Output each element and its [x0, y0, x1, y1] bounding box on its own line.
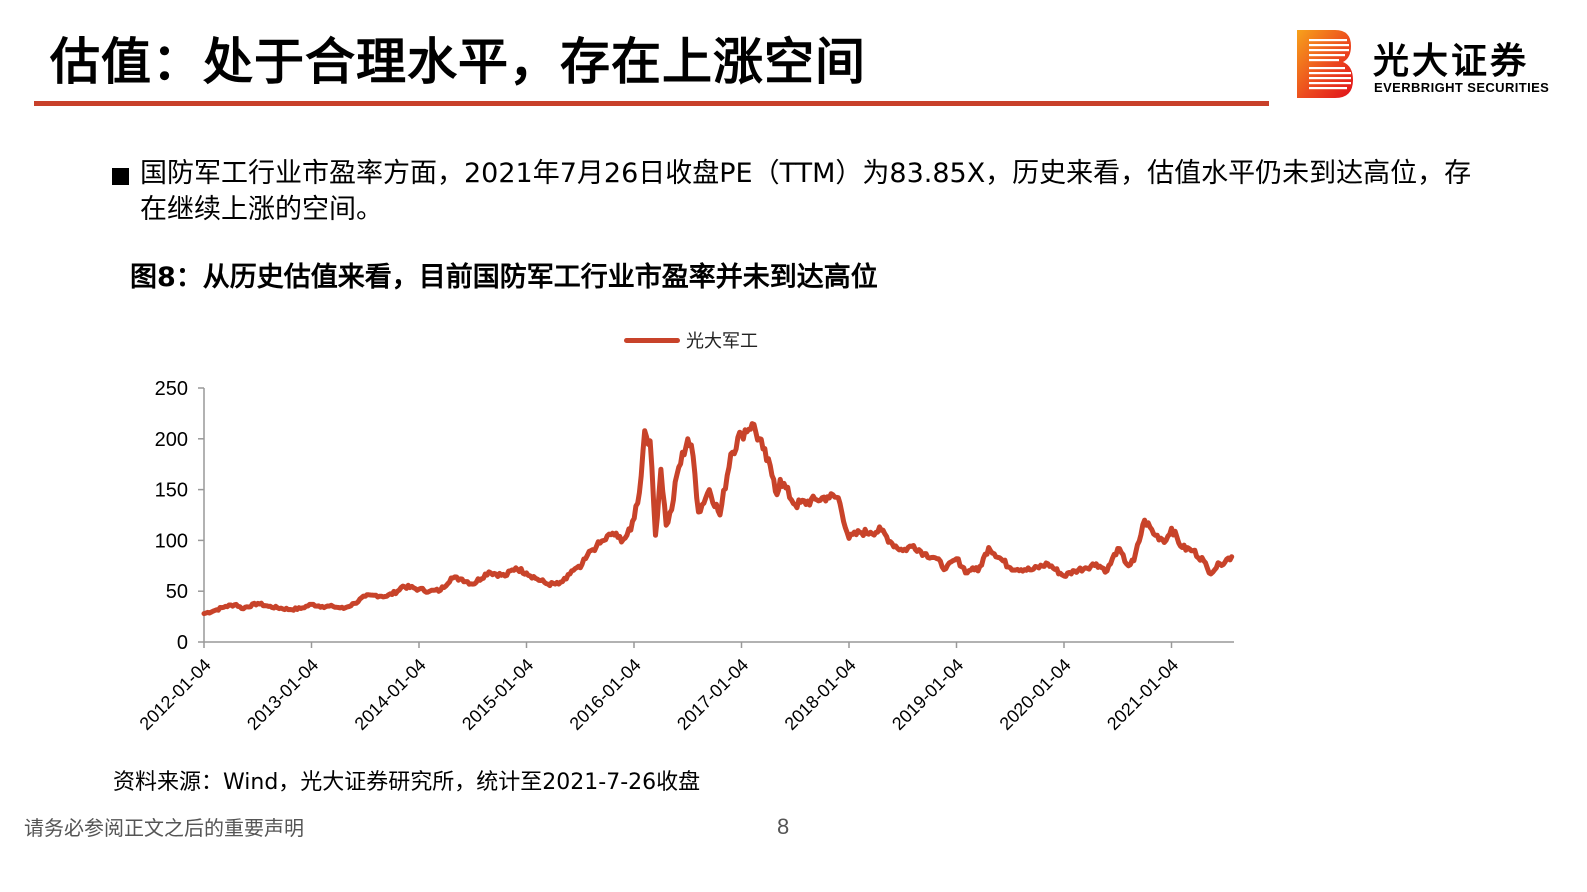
title-divider: [34, 101, 1269, 106]
x-axis-ticks: 2012-01-04 2013-01-04 2014-01-04 2015-01-04…: [136, 642, 1182, 734]
x-tick-label: 2021-01-04: [1103, 655, 1182, 734]
x-tick-label: 2020-01-04: [996, 655, 1075, 734]
logo-name-cn: 光大证券: [1373, 41, 1530, 82]
black-square-bullet-icon: [112, 168, 129, 185]
disclaimer-text: 请务必参阅正文之后的重要声明: [24, 816, 304, 840]
x-tick-label: 2014-01-04: [351, 655, 430, 734]
x-tick-label: 2019-01-04: [888, 655, 967, 734]
y-axis-ticks: 0 50 100 150 200 250: [155, 378, 204, 654]
chart-legend: 光大军工: [624, 327, 758, 353]
x-tick-label: 2012-01-04: [136, 655, 215, 734]
x-tick-label: 2015-01-04: [458, 655, 537, 734]
y-tick-label: 0: [177, 632, 188, 654]
y-tick-label: 250: [155, 378, 188, 400]
page-number: 8: [777, 814, 790, 839]
y-tick-label: 150: [155, 480, 188, 502]
chart-axes: [203, 388, 1234, 643]
y-tick-label: 100: [155, 530, 188, 552]
x-tick-label: 2013-01-04: [243, 655, 322, 734]
x-tick-label: 2017-01-04: [673, 655, 752, 734]
figure-title: 图8：从历史估值来看，目前国防军工行业市盈率并未到达高位: [130, 262, 878, 293]
legend-label: 光大军工: [686, 331, 758, 352]
logo-name-en: EVERBRIGHT SECURITIES: [1374, 80, 1550, 95]
everbright-logo: 光大证券 EVERBRIGHT SECURITIES: [1297, 30, 1582, 100]
everbright-b-logo-icon: [1297, 30, 1353, 98]
series-line-guangda-military: [201, 421, 1235, 617]
bullet-text: 国防军工行业市盈率方面，2021年7月26日收盘PE（TTM）为83.85X，历…: [140, 158, 1472, 225]
legend-line-swatch-icon: [624, 337, 680, 343]
y-tick-label: 200: [155, 429, 188, 451]
y-tick-label: 50: [166, 581, 188, 603]
x-tick-label: 2016-01-04: [566, 655, 645, 734]
x-tick-label: 2018-01-04: [781, 655, 860, 734]
page-title: 估值：处于合理水平，存在上涨空间: [50, 33, 866, 91]
source-note: 资料来源：Wind，光大证券研究所，统计至2021-7-26收盘: [113, 770, 701, 795]
